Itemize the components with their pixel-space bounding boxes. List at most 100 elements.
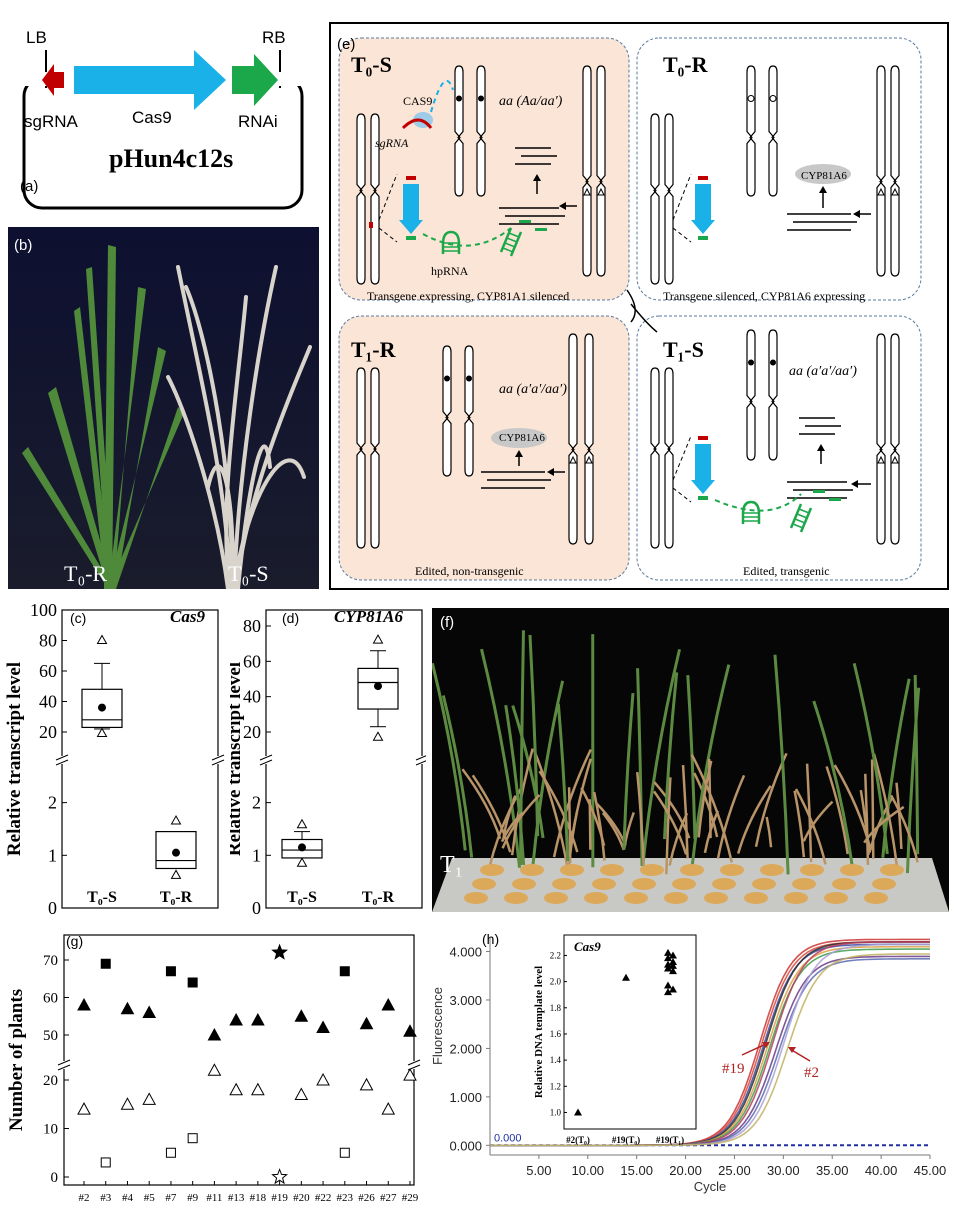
seed-cell xyxy=(704,892,728,904)
t1s-sirna2 xyxy=(829,498,841,501)
seed-cell xyxy=(760,864,784,876)
data-point xyxy=(188,978,197,987)
y-tick-label: 1 xyxy=(252,845,261,865)
y-tick-label: 4.000 xyxy=(449,945,482,960)
seed-cell xyxy=(672,878,696,890)
cas9-arrow xyxy=(74,50,226,110)
seed-cell xyxy=(592,878,616,890)
x-tick-label: 45.00 xyxy=(914,1163,947,1178)
t0s-sirna1 xyxy=(519,220,531,223)
y-tick-label: 60 xyxy=(39,661,57,681)
seed-cell xyxy=(744,892,768,904)
t1r-chr3 xyxy=(443,346,451,476)
x-tick-label: 40.00 xyxy=(865,1163,898,1178)
data-point xyxy=(121,1003,133,1014)
y-tick-label: 2.000 xyxy=(449,1041,482,1056)
cas9-protein-label: CAS9 xyxy=(403,94,432,109)
t0s-chr3-locus xyxy=(456,96,462,102)
t1s-chr6 xyxy=(891,334,899,544)
t1-seedlings-illustration xyxy=(432,608,949,912)
seed-cell xyxy=(464,892,488,904)
t1s-chr2 xyxy=(665,368,673,548)
x-tick-label: 5.00 xyxy=(526,1163,551,1178)
seed-cell xyxy=(752,878,776,890)
panel-b-photo: (b) T₀-R T₀-S xyxy=(8,227,319,589)
rnai-label: RNAi xyxy=(238,112,278,132)
data-point xyxy=(317,1074,329,1085)
arrow-t0s-t1r xyxy=(627,290,635,322)
t0s-caption: Transgene expressing, CYP81A1 silenced xyxy=(367,289,569,304)
data-point xyxy=(143,1093,155,1104)
data-point xyxy=(188,1134,197,1143)
y-axis-title: Relative transcript level xyxy=(4,662,25,856)
seed-cell xyxy=(480,864,504,876)
y-tick-label: 20 xyxy=(43,1073,58,1089)
x-tick-label: #18 xyxy=(250,1192,267,1204)
inset-x-label: #19(T₁) xyxy=(656,1135,684,1145)
y-tick-label: 3.000 xyxy=(449,993,482,1008)
data-point xyxy=(143,1007,155,1018)
seed-cell xyxy=(512,878,536,890)
panel-d-label: (d) xyxy=(282,610,299,626)
inset-gene: Cas9 xyxy=(574,939,601,955)
mean-marker xyxy=(172,849,180,857)
t1r-chr2 xyxy=(371,368,379,548)
y-tick-label: 40 xyxy=(39,692,57,712)
t0r-protein-label: CYP81A6 xyxy=(801,170,847,182)
t1s-chr4 xyxy=(769,330,777,460)
t0s-chr1 xyxy=(357,114,365,284)
outlier-marker xyxy=(374,732,383,740)
sgrna-guide-label: sgRNA xyxy=(375,136,408,151)
x-tick-label: #19 xyxy=(271,1192,288,1204)
seed-cell xyxy=(544,892,568,904)
mean-marker xyxy=(374,682,382,690)
panel-c-gene: Cas9 xyxy=(170,607,205,627)
t0s-insert-site xyxy=(369,222,373,228)
inset-y-tick-label: 1.2 xyxy=(550,1081,561,1091)
data-point xyxy=(166,967,175,976)
t0r-caption: Transgene silenced, CYP81A6 expressing xyxy=(663,289,865,304)
t1s-chr3-locus xyxy=(748,360,754,366)
y-tick-label: 2 xyxy=(48,793,57,813)
y-axis-title: Relative transcript level xyxy=(230,662,245,856)
t0s-chr6 xyxy=(597,66,605,276)
sgrna-label: sgRNA xyxy=(24,112,78,132)
seed-cell xyxy=(720,864,744,876)
x-tick-label: #7 xyxy=(165,1192,177,1204)
t0r-title: T₀-R xyxy=(663,52,707,78)
panel-c-label: (c) xyxy=(70,610,86,626)
seed-cell xyxy=(840,864,864,876)
x-tick-label: #11 xyxy=(206,1192,222,1204)
t0r-tag: T₀-R xyxy=(64,561,107,587)
lb-label: LB xyxy=(26,28,47,48)
outlier-marker xyxy=(98,729,107,737)
t1r-chr1 xyxy=(357,368,365,548)
panel-e-label: (e) xyxy=(337,36,355,53)
plot-frame xyxy=(266,610,422,908)
outlier-marker xyxy=(374,635,383,643)
x-tick-label: #4 xyxy=(122,1192,134,1204)
data-point xyxy=(295,1010,307,1021)
seed-cell xyxy=(664,892,688,904)
data-point xyxy=(208,1029,220,1040)
y-tick-label: 2 xyxy=(252,793,261,813)
rnai-arrow xyxy=(232,54,278,106)
x-axis-title: Cycle xyxy=(694,1179,727,1194)
x-tick-label: #29 xyxy=(402,1192,419,1204)
x-tick-label: 25.00 xyxy=(718,1163,751,1178)
seed-cell xyxy=(560,864,584,876)
x-tick-label: #3 xyxy=(100,1192,112,1204)
y-tick-label: 0.000 xyxy=(449,1138,482,1153)
plot-frame xyxy=(64,935,414,1185)
t0s-genotype: aa (Aa/aa′) xyxy=(499,94,562,110)
x-tick-label: #5 xyxy=(144,1192,156,1204)
y-tick-label: 20 xyxy=(39,722,57,742)
t0s-tag: T₀-S xyxy=(228,561,269,587)
y-tick-label: 0 xyxy=(48,898,57,918)
plasmid-name: pHun4c12s xyxy=(109,144,233,174)
data-point xyxy=(208,1064,220,1075)
threshold-label: 0.000 xyxy=(494,1132,522,1144)
